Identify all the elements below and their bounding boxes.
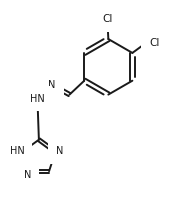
Text: HN: HN — [30, 94, 44, 104]
Text: Cl: Cl — [149, 38, 160, 47]
Text: N: N — [55, 146, 63, 156]
Text: N: N — [24, 170, 32, 180]
Text: Cl: Cl — [102, 13, 113, 24]
Text: N: N — [48, 80, 56, 90]
Text: HN: HN — [10, 146, 25, 156]
